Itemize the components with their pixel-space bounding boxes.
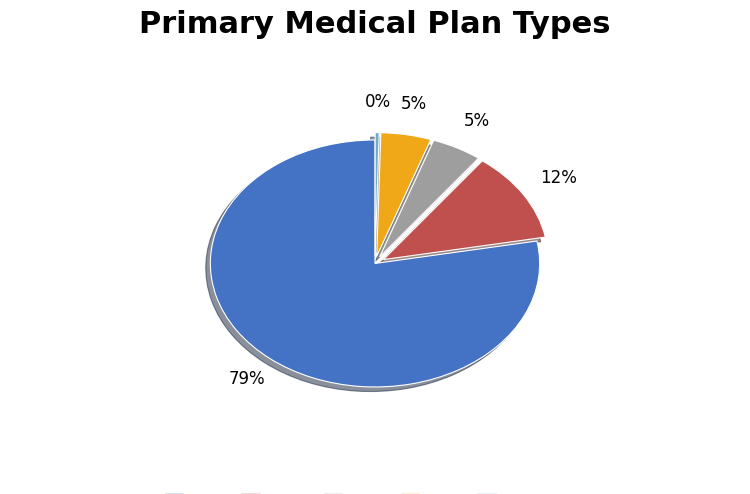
Title: Primary Medical Plan Types: Primary Medical Plan Types (140, 10, 610, 39)
Wedge shape (383, 161, 545, 259)
Wedge shape (380, 140, 478, 257)
Text: 79%: 79% (228, 370, 265, 388)
Wedge shape (375, 132, 380, 256)
Text: 5%: 5% (464, 112, 490, 130)
Text: 5%: 5% (400, 95, 427, 113)
Legend: PPO, HMO, POS, EPO, Indemnity: PPO, HMO, POS, EPO, Indemnity (159, 488, 591, 494)
Text: 0%: 0% (364, 93, 391, 111)
Text: 12%: 12% (540, 169, 577, 187)
Wedge shape (376, 133, 430, 256)
Wedge shape (210, 140, 540, 387)
